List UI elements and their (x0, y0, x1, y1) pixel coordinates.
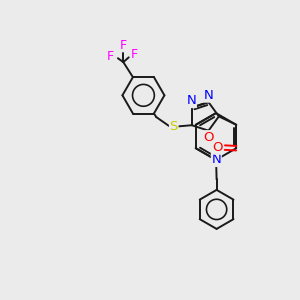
Text: N: N (212, 153, 221, 167)
Text: N: N (187, 94, 196, 107)
Text: N: N (204, 89, 214, 102)
Text: O: O (212, 141, 222, 154)
Text: O: O (204, 131, 214, 144)
Text: S: S (169, 120, 178, 133)
Text: F: F (131, 48, 138, 62)
Text: F: F (107, 50, 114, 63)
Text: F: F (120, 39, 127, 52)
